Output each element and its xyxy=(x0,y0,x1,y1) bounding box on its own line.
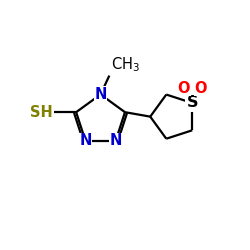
Text: N: N xyxy=(94,87,107,102)
Text: N: N xyxy=(79,134,92,148)
Text: SH: SH xyxy=(30,105,53,120)
Text: O: O xyxy=(178,81,190,96)
Text: S: S xyxy=(186,96,198,110)
Text: N: N xyxy=(110,134,122,148)
Text: CH$_3$: CH$_3$ xyxy=(110,56,140,74)
Text: O: O xyxy=(194,81,207,96)
